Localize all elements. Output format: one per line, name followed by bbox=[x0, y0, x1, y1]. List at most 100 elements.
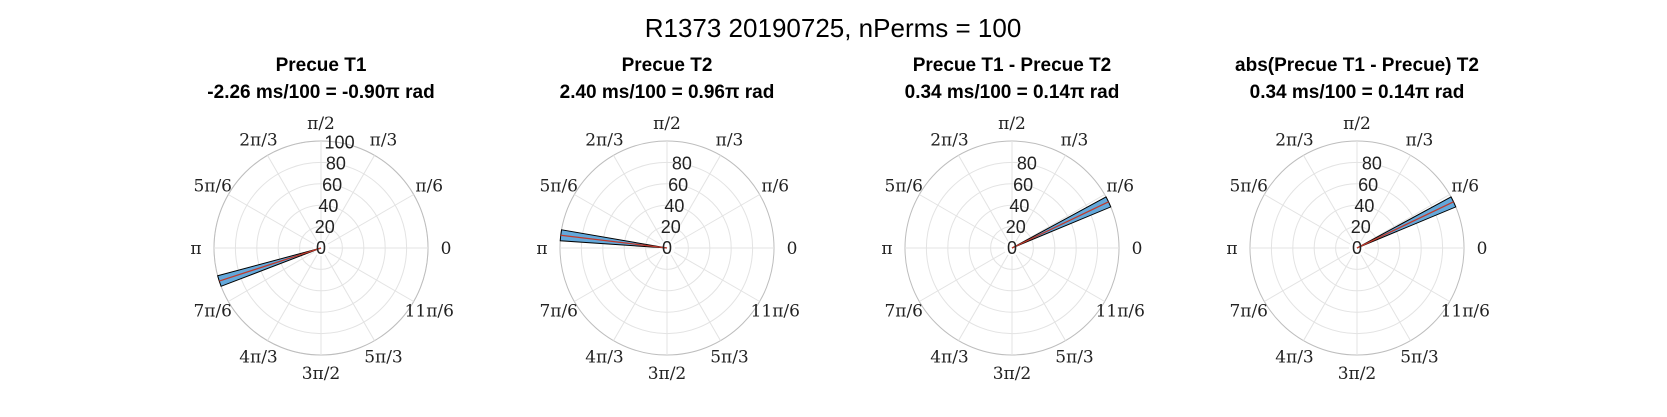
polar-panel-4: abs(Precue T1 - Precue) T2 0.34 ms/100 =… bbox=[1226, 55, 1490, 384]
angle-tick-label: 0 bbox=[1477, 239, 1488, 259]
angle-tick-label: 0 bbox=[1132, 239, 1143, 259]
angular-grid-line bbox=[670, 254, 721, 341]
angle-tick-label: π/2 bbox=[653, 114, 681, 134]
mean-vector-line bbox=[219, 247, 322, 282]
panel-3-subtitle: 0.34 ms/100 = 0.14π rad bbox=[905, 82, 1120, 103]
angle-tick-label: 7π/6 bbox=[193, 302, 232, 322]
angle-tick-label: π/3 bbox=[1406, 131, 1434, 151]
angle-tick-label: π/6 bbox=[1451, 177, 1479, 197]
angular-grid-line bbox=[673, 194, 760, 245]
panel-2-plot: 0204060800π/6π/3π/22π/35π/6π7π/64π/33π/2… bbox=[536, 114, 800, 384]
angle-tick-label: π/3 bbox=[716, 131, 744, 151]
panel-1-title: Precue T1 bbox=[276, 55, 367, 76]
angular-grid-line bbox=[1360, 254, 1411, 341]
angle-tick-label: 4π/3 bbox=[930, 347, 969, 367]
angle-tick-label: 7π/6 bbox=[539, 302, 578, 322]
histogram-bar bbox=[1011, 196, 1112, 249]
angular-grid-line bbox=[267, 254, 318, 341]
angle-tick-label: 3π/2 bbox=[993, 364, 1032, 384]
radial-tick-label: 0 bbox=[316, 238, 326, 258]
angular-grid-line bbox=[1303, 254, 1354, 341]
angle-tick-label: π/2 bbox=[998, 114, 1026, 134]
angle-tick-label: 0 bbox=[441, 239, 452, 259]
mean-vector-line bbox=[1011, 201, 1109, 249]
mean-vector-line bbox=[1356, 201, 1454, 249]
radial-tick-label: 20 bbox=[661, 217, 681, 237]
angle-tick-label: π/6 bbox=[415, 177, 443, 197]
angle-tick-label: 4π/3 bbox=[239, 347, 278, 367]
angle-tick-label: π/2 bbox=[307, 114, 335, 134]
angle-tick-label: 5π/6 bbox=[884, 177, 923, 197]
radial-tick-label: 60 bbox=[322, 175, 342, 195]
radial-tick-label: 80 bbox=[1362, 154, 1382, 174]
panel-2-subtitle: 2.40 ms/100 = 0.96π rad bbox=[560, 82, 775, 103]
histogram-bar bbox=[217, 247, 322, 287]
angular-grid-line bbox=[228, 251, 315, 302]
angular-grid-line bbox=[613, 155, 664, 242]
radial-tick-label: 0 bbox=[662, 238, 672, 258]
radial-tick-label: 40 bbox=[318, 196, 338, 216]
angle-tick-label: 5π/3 bbox=[364, 347, 403, 367]
angular-grid-line bbox=[1363, 194, 1450, 245]
angle-tick-label: 2π/3 bbox=[1275, 131, 1314, 151]
angular-grid-line bbox=[673, 251, 760, 302]
angle-tick-label: 7π/6 bbox=[1229, 302, 1268, 322]
angular-grid-line bbox=[1360, 155, 1411, 242]
angle-tick-label: π bbox=[1226, 239, 1237, 259]
panel-3-title: Precue T1 - Precue T2 bbox=[913, 55, 1112, 76]
angle-tick-label: 5π/3 bbox=[1400, 347, 1439, 367]
panel-3-plot: 0204060800π/6π/3π/22π/35π/6π7π/64π/33π/2… bbox=[881, 114, 1145, 384]
mean-vector-line bbox=[560, 234, 668, 249]
angle-tick-label: 5π/6 bbox=[539, 177, 578, 197]
angle-tick-label: 3π/2 bbox=[648, 364, 687, 384]
radial-tick-label: 0 bbox=[1007, 238, 1017, 258]
angle-tick-label: 2π/3 bbox=[585, 131, 624, 151]
angular-grid-line bbox=[1363, 251, 1450, 302]
angular-grid-line bbox=[1303, 155, 1354, 242]
panel-4-subtitle: 0.34 ms/100 = 0.14π rad bbox=[1250, 82, 1465, 103]
angle-tick-label: 5π/6 bbox=[193, 177, 232, 197]
angular-grid-line bbox=[919, 251, 1006, 302]
angular-grid-line bbox=[670, 155, 721, 242]
angle-tick-label: 3π/2 bbox=[1338, 364, 1377, 384]
angular-grid-line bbox=[228, 194, 315, 245]
angular-grid-line bbox=[574, 194, 661, 245]
polar-panel-1: Precue T1 -2.26 ms/100 = -0.90π rad 0204… bbox=[190, 55, 454, 384]
angle-tick-label: 4π/3 bbox=[1275, 347, 1314, 367]
radial-tick-label: 80 bbox=[1017, 154, 1037, 174]
angle-tick-label: 5π/3 bbox=[710, 347, 749, 367]
angular-grid-line bbox=[958, 155, 1009, 242]
angular-grid-line bbox=[919, 194, 1006, 245]
angular-grid-line bbox=[327, 194, 414, 245]
radial-tick-label: 100 bbox=[325, 133, 355, 153]
radial-tick-label: 80 bbox=[672, 154, 692, 174]
angular-grid-line bbox=[267, 155, 318, 242]
angle-tick-label: 2π/3 bbox=[930, 131, 969, 151]
angle-tick-label: 7π/6 bbox=[884, 302, 923, 322]
panel-1-subtitle: -2.26 ms/100 = -0.90π rad bbox=[207, 82, 434, 103]
angle-tick-label: 3π/2 bbox=[302, 364, 341, 384]
radial-tick-label: 20 bbox=[315, 217, 335, 237]
angular-grid-line bbox=[1264, 194, 1351, 245]
angle-tick-label: π bbox=[881, 239, 892, 259]
angular-grid-line bbox=[574, 251, 661, 302]
angle-tick-label: 11π/6 bbox=[405, 302, 454, 322]
radial-tick-label: 80 bbox=[326, 154, 346, 174]
angle-tick-label: π/6 bbox=[1106, 177, 1134, 197]
angular-grid-line bbox=[1018, 194, 1105, 245]
radial-tick-label: 60 bbox=[1013, 175, 1033, 195]
angle-tick-label: π/3 bbox=[1061, 131, 1089, 151]
angular-grid-line bbox=[958, 254, 1009, 341]
angle-tick-label: π/3 bbox=[370, 131, 398, 151]
angular-grid-line bbox=[1264, 251, 1351, 302]
angle-tick-label: 5π/6 bbox=[1229, 177, 1268, 197]
angle-tick-label: π/2 bbox=[1343, 114, 1371, 134]
panel-1-plot: 0204060801000π/6π/3π/22π/35π/6π7π/64π/33… bbox=[190, 114, 454, 384]
histogram-bar bbox=[1356, 196, 1457, 249]
polar-panel-2: Precue T2 2.40 ms/100 = 0.96π rad 020406… bbox=[536, 55, 800, 384]
angle-tick-label: 11π/6 bbox=[751, 302, 800, 322]
radial-tick-label: 40 bbox=[1354, 196, 1374, 216]
histogram-bar bbox=[559, 229, 668, 249]
angular-grid-line bbox=[324, 155, 375, 242]
